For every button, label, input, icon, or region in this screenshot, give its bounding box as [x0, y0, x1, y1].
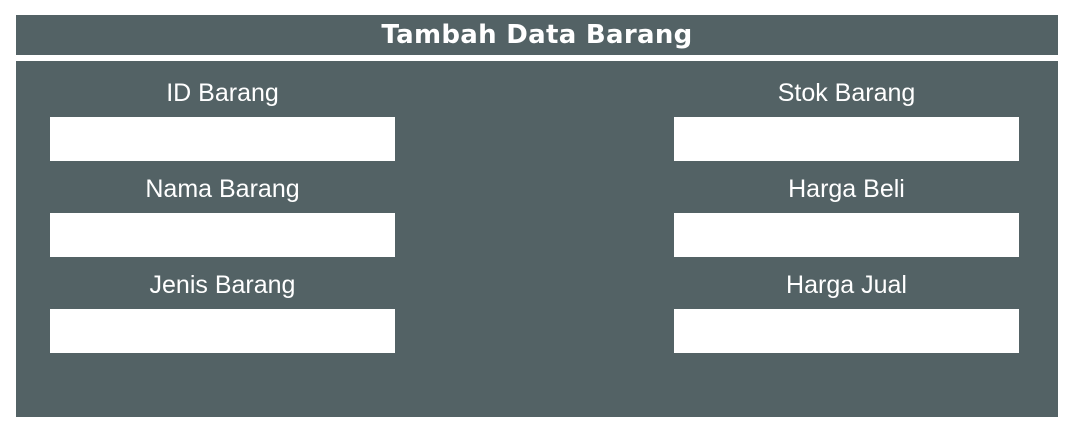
field-nama-barang: Nama Barang — [50, 173, 395, 257]
nama-barang-input[interactable] — [50, 213, 395, 257]
field-id-barang: ID Barang — [50, 77, 395, 161]
field-jenis-barang: Jenis Barang — [50, 269, 395, 353]
stok-barang-label: Stok Barang — [777, 79, 916, 107]
id-barang-input[interactable] — [50, 117, 395, 161]
form-title: Tambah Data Barang — [381, 20, 693, 50]
id-barang-label: ID Barang — [166, 79, 279, 107]
nama-barang-label: Nama Barang — [145, 175, 300, 203]
harga-jual-label: Harga Jual — [786, 271, 907, 299]
jenis-barang-input[interactable] — [50, 309, 395, 353]
form-header: Tambah Data Barang — [16, 15, 1058, 55]
harga-beli-label: Harga Beli — [788, 175, 905, 203]
form-panel: ID Barang Nama Barang Jenis Barang Stok … — [16, 61, 1058, 417]
jenis-barang-label: Jenis Barang — [149, 271, 296, 299]
stok-barang-input[interactable] — [674, 117, 1019, 161]
field-harga-beli: Harga Beli — [674, 173, 1019, 257]
field-harga-jual: Harga Jual — [674, 269, 1019, 353]
field-stok-barang: Stok Barang — [674, 77, 1019, 161]
harga-jual-input[interactable] — [674, 309, 1019, 353]
harga-beli-input[interactable] — [674, 213, 1019, 257]
